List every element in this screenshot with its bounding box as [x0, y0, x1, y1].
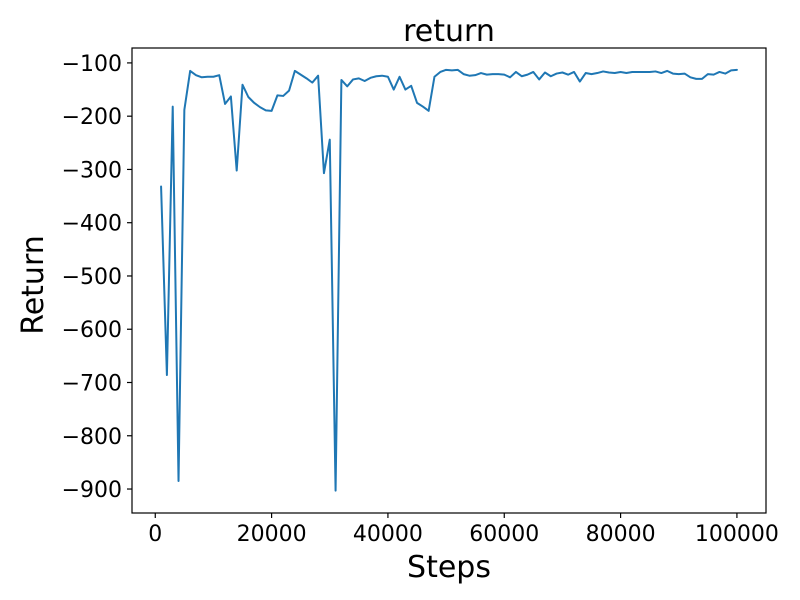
x-tick-label: 60000 — [469, 522, 539, 547]
y-tick-label: −300 — [62, 158, 122, 183]
y-tick-label: −700 — [62, 372, 122, 397]
y-tick-label: −100 — [62, 52, 122, 77]
plot-frame — [131, 47, 767, 514]
x-tick-label: 20000 — [237, 522, 307, 547]
x-axis: 0 20000 40000 60000 80000 100000 — [148, 513, 779, 547]
y-tick-label: −400 — [62, 212, 122, 237]
y-tick-label: −500 — [62, 265, 122, 290]
y-tick-label: −200 — [62, 105, 122, 130]
y-tick-label: −600 — [62, 318, 122, 343]
plot-area — [131, 47, 767, 514]
x-axis-label: Steps — [407, 550, 491, 585]
series-line-0 — [160, 68, 738, 492]
x-tick-label: 80000 — [586, 522, 656, 547]
y-axis: −100 −200 −300 −400 −500 −600 −700 −800 −900 — [62, 52, 132, 503]
x-tick-label: 100000 — [695, 522, 779, 547]
x-tick-label: 0 — [148, 522, 162, 547]
y-tick-label: −800 — [62, 425, 122, 450]
chart-title: return — [403, 14, 495, 49]
x-tick-label: 40000 — [353, 522, 423, 547]
y-axis-label: Return — [16, 235, 51, 335]
y-tick-label: −900 — [62, 478, 122, 503]
